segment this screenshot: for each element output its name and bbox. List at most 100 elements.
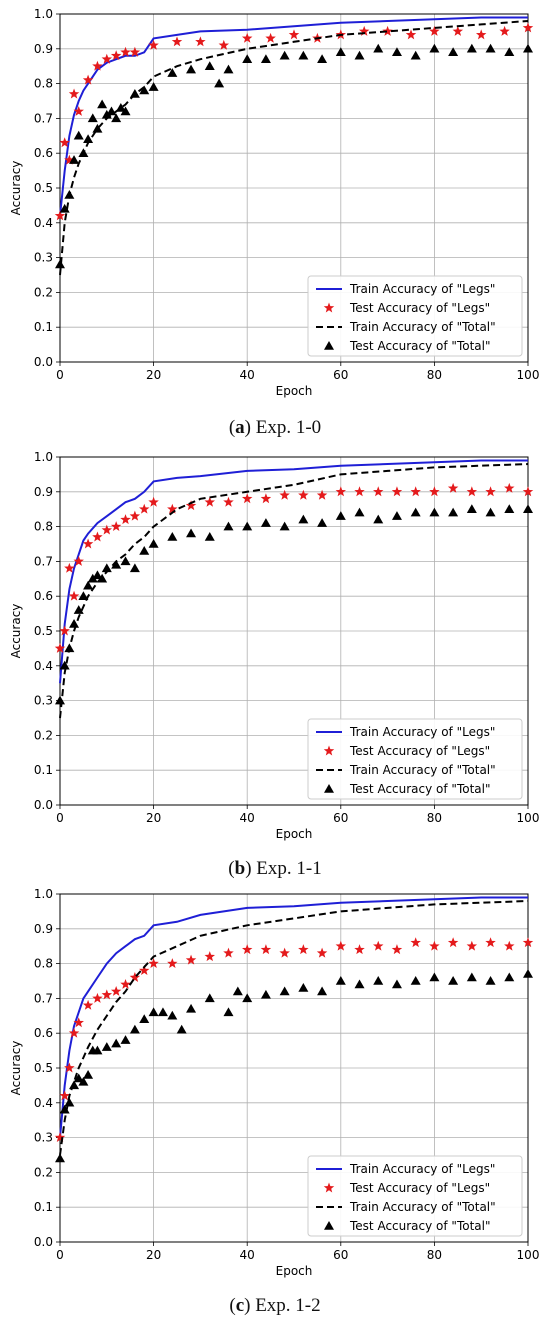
test-total-point bbox=[78, 591, 89, 600]
test-total-point bbox=[279, 50, 290, 60]
test-total-point bbox=[391, 979, 402, 989]
test-legs-point bbox=[92, 60, 103, 71]
test-legs-point bbox=[185, 500, 197, 511]
test-legs-point bbox=[110, 521, 122, 532]
x-tick-label: 60 bbox=[333, 1248, 348, 1262]
test-total-point bbox=[139, 545, 150, 555]
y-tick-label: 0.7 bbox=[34, 111, 53, 125]
y-tick-label: 0.7 bbox=[34, 991, 53, 1005]
test-legs-point bbox=[139, 503, 150, 514]
series-dashed-line bbox=[59, 900, 529, 1156]
test-total-point bbox=[167, 68, 178, 77]
test-legs-point bbox=[447, 937, 459, 948]
y-tick-label: 0.4 bbox=[34, 1096, 53, 1110]
plot-frame bbox=[59, 13, 529, 363]
x-tick-label: 40 bbox=[240, 811, 255, 825]
legend-label: Train Accuracy of "Legs" bbox=[349, 282, 495, 296]
y-tick-label: 0.1 bbox=[34, 320, 53, 334]
test-total-point bbox=[223, 521, 234, 531]
test-legs-point bbox=[54, 642, 66, 653]
test-legs-point bbox=[59, 137, 70, 148]
test-legs-point bbox=[410, 937, 421, 948]
test-total-point bbox=[73, 605, 84, 614]
test-legs-point bbox=[485, 486, 496, 497]
test-legs-point bbox=[522, 22, 534, 33]
test-total-point bbox=[55, 1153, 65, 1163]
test-total-point bbox=[391, 47, 402, 57]
test-legs-point bbox=[452, 25, 464, 36]
test-total-point bbox=[504, 504, 515, 513]
test-total-point bbox=[317, 986, 328, 996]
test-total-point bbox=[504, 972, 515, 982]
test-legs-point bbox=[139, 965, 150, 976]
test-legs-point bbox=[73, 555, 84, 566]
chart-exp-1-2: 0 20 40 60 80 100 0.0 0.1 0.2 0.3 0.4 0.5 0.6 0.7 0.8 0… bbox=[9, 887, 539, 1278]
test-total-point bbox=[120, 106, 131, 116]
y-tick-label: 1.0 bbox=[34, 450, 53, 464]
test-legs-point bbox=[298, 489, 309, 500]
test-total-point bbox=[157, 1007, 168, 1017]
legend: Train Accuracy of "Legs" Test Accuracy of… bbox=[307, 275, 523, 357]
test-total-point bbox=[354, 979, 365, 989]
test-total-point bbox=[83, 134, 94, 144]
test-legs-point bbox=[129, 46, 141, 57]
test-legs-point bbox=[82, 74, 94, 85]
test-total-point bbox=[466, 504, 477, 513]
test-legs-point bbox=[68, 88, 80, 99]
x-axis-label: Epoch bbox=[276, 1264, 313, 1278]
test-legs-point bbox=[316, 489, 328, 500]
test-total-point bbox=[354, 507, 365, 517]
test-legs-point bbox=[82, 538, 94, 549]
test-total-point bbox=[83, 580, 94, 590]
y-tick-label: 1.0 bbox=[34, 887, 53, 901]
test-total-point bbox=[223, 1007, 234, 1017]
test-total-point bbox=[298, 514, 309, 524]
test-total-point bbox=[59, 203, 70, 213]
test-total-point bbox=[223, 64, 234, 74]
test-total-point bbox=[335, 511, 346, 520]
test-total-point bbox=[69, 1080, 80, 1090]
legend-label: Test Accuracy of "Total" bbox=[349, 339, 491, 353]
test-legs-point bbox=[64, 1062, 75, 1073]
series-dashed-line bbox=[59, 20, 529, 276]
y-tick-label: 0.6 bbox=[34, 589, 53, 603]
y-tick-label: 0.2 bbox=[34, 285, 53, 299]
test-total-point bbox=[92, 123, 103, 133]
y-tick-label: 0.8 bbox=[34, 957, 53, 971]
x-tick-label: 0 bbox=[56, 1248, 64, 1262]
test-total-point bbox=[55, 259, 65, 269]
test-total-point bbox=[279, 986, 290, 996]
test-legs-point bbox=[382, 25, 393, 36]
test-total-point bbox=[317, 518, 328, 527]
test-legs-point bbox=[68, 1027, 80, 1038]
legend-swatch-triangle bbox=[324, 341, 334, 350]
test-total-point bbox=[87, 113, 98, 123]
test-total-point bbox=[373, 976, 384, 985]
test-total-point bbox=[214, 78, 225, 88]
test-total-point bbox=[167, 532, 178, 541]
test-total-point bbox=[429, 43, 440, 53]
legend: Train Accuracy of "Legs" Test Accuracy of… bbox=[307, 1155, 523, 1237]
series-star bbox=[54, 22, 534, 221]
test-legs-point bbox=[265, 32, 276, 43]
legend-swatch-star bbox=[323, 745, 335, 756]
test-legs-point bbox=[358, 25, 370, 36]
series-star bbox=[54, 482, 534, 653]
test-legs-point bbox=[429, 25, 440, 36]
train-legs-line bbox=[59, 896, 528, 1138]
test-legs-point bbox=[167, 958, 178, 969]
y-tick-label: 1.0 bbox=[34, 7, 53, 21]
y-tick-label: 0.6 bbox=[34, 1026, 53, 1040]
y-axis-label: Accuracy bbox=[9, 604, 23, 659]
legend-box bbox=[307, 275, 523, 357]
test-legs-point bbox=[335, 940, 347, 951]
test-total-point bbox=[298, 50, 309, 60]
series-dashed-line bbox=[59, 463, 529, 719]
test-legs-point bbox=[68, 590, 80, 601]
test-legs-point bbox=[120, 46, 131, 57]
test-total-point bbox=[448, 976, 459, 985]
chart-exp-1-1: 0 20 40 60 80 100 0.0 0.1 0.2 0.3 0.4 0.5 0.6 0.7 0.8 0… bbox=[9, 450, 539, 841]
test-total-point bbox=[73, 1073, 84, 1083]
series-triangle bbox=[55, 969, 533, 1163]
x-tick-label: 40 bbox=[240, 368, 255, 382]
